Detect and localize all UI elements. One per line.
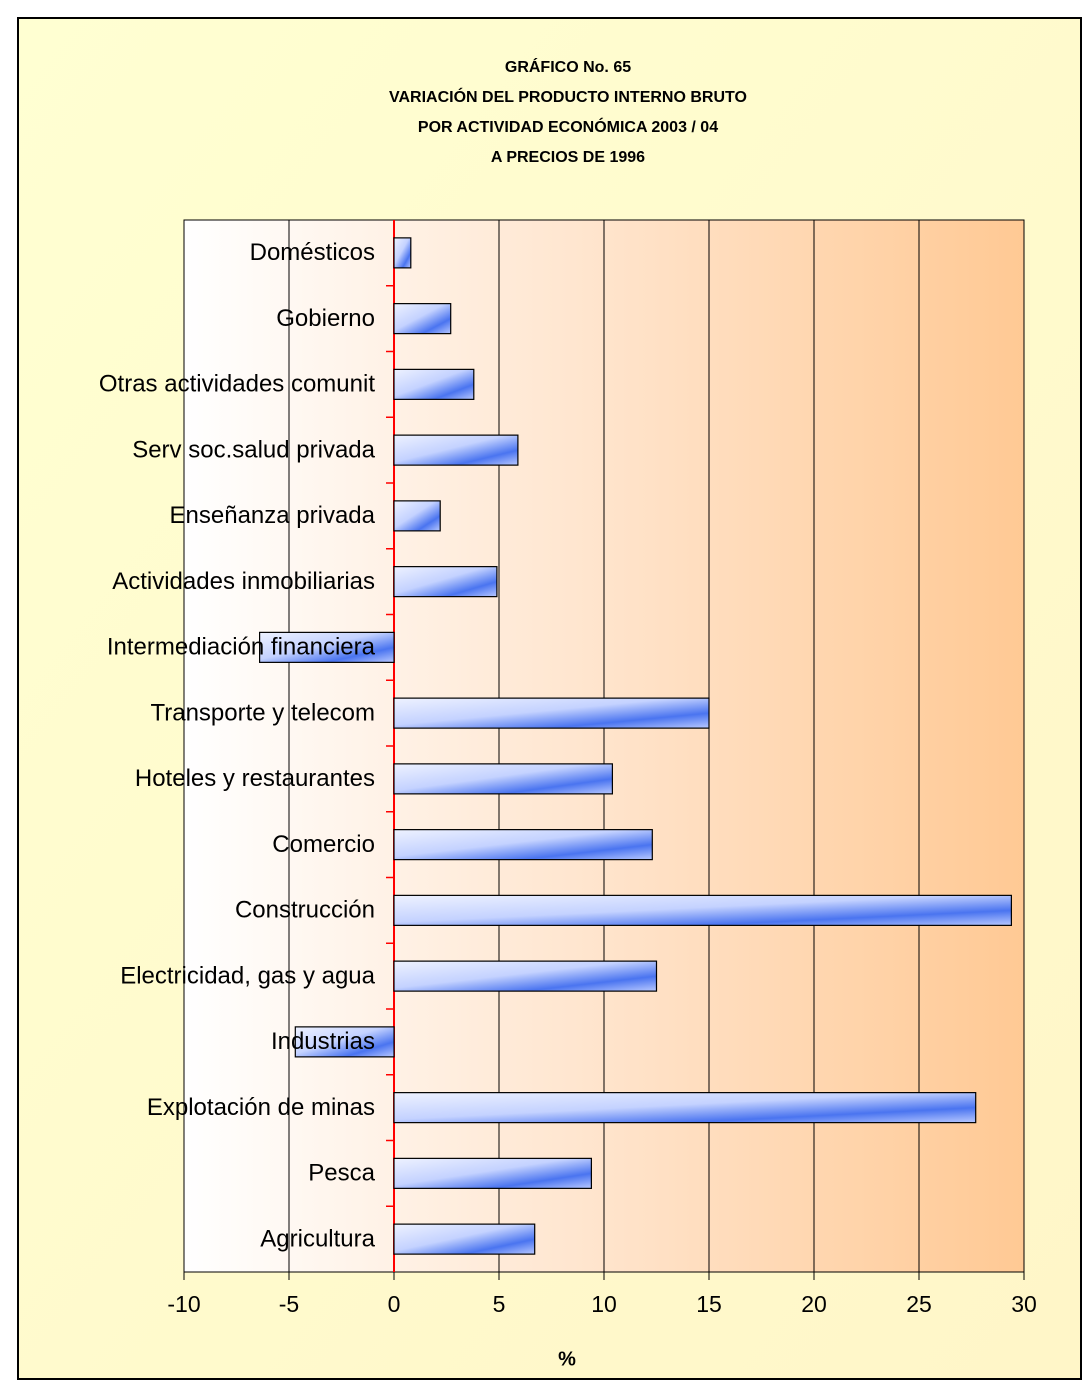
- chart-title: POR ACTIVIDAD ECONÓMICA 2003 / 04: [418, 117, 718, 136]
- category-label: Hoteles y restaurantes: [135, 765, 375, 792]
- bar: [294, 1026, 395, 1058]
- category-label: Enseñanza privada: [170, 502, 376, 529]
- bar: [393, 566, 498, 598]
- bar: [393, 894, 1013, 926]
- category-label: Electricidad, gas y agua: [120, 962, 375, 989]
- category-label: Transporte y telecom: [150, 699, 375, 726]
- chart-title: GRÁFICO No. 65: [505, 57, 631, 76]
- bar: [393, 1157, 592, 1189]
- x-tick-label: 25: [906, 1291, 932, 1317]
- category-label: Industrias: [271, 1028, 375, 1055]
- bar: [393, 303, 452, 335]
- category-label: Construcción: [235, 897, 375, 924]
- bar: [393, 829, 653, 861]
- x-tick-label: 5: [493, 1291, 506, 1317]
- x-axis-label: %: [558, 1348, 576, 1370]
- category-label: Actividades inmobiliarias: [112, 568, 375, 595]
- category-label: Serv soc.salud privada: [132, 436, 375, 463]
- bar: [393, 237, 412, 269]
- x-tick-label: 15: [696, 1291, 722, 1317]
- chart-title: A PRECIOS DE 1996: [491, 149, 645, 166]
- category-label: Intermediación financiera: [107, 634, 376, 661]
- x-tick-label: -5: [279, 1291, 299, 1317]
- x-tick-label: 10: [591, 1291, 617, 1317]
- category-label: Otras actividades comunit: [99, 371, 375, 398]
- bar: [393, 763, 613, 795]
- bar: [393, 697, 710, 729]
- labels: -10 -5 0 5 10 15 20 25 30 Domésticos Gobierno Otras…: [99, 239, 1037, 1317]
- x-tick-label: 0: [388, 1291, 401, 1317]
- bar: [393, 960, 658, 992]
- category-label: Pesca: [308, 1160, 375, 1187]
- category-label: Gobierno: [276, 305, 375, 332]
- x-tick-label: 20: [801, 1291, 827, 1317]
- category-label: Explotación de minas: [147, 1094, 375, 1121]
- bar: [393, 368, 475, 400]
- bars: [259, 237, 1013, 1255]
- bar: [393, 1092, 977, 1124]
- bar: [393, 500, 441, 532]
- category-label: Agricultura: [260, 1225, 375, 1252]
- x-tick-label: 30: [1011, 1291, 1037, 1317]
- bar: [393, 434, 519, 466]
- bar: [393, 1223, 536, 1255]
- bar: [259, 631, 395, 663]
- category-label: Domésticos: [250, 239, 375, 266]
- x-tick-label: -10: [167, 1291, 200, 1317]
- chart-title: VARIACIÓN DEL PRODUCTO INTERNO BRUTO: [389, 87, 747, 106]
- category-label: Comercio: [272, 831, 375, 858]
